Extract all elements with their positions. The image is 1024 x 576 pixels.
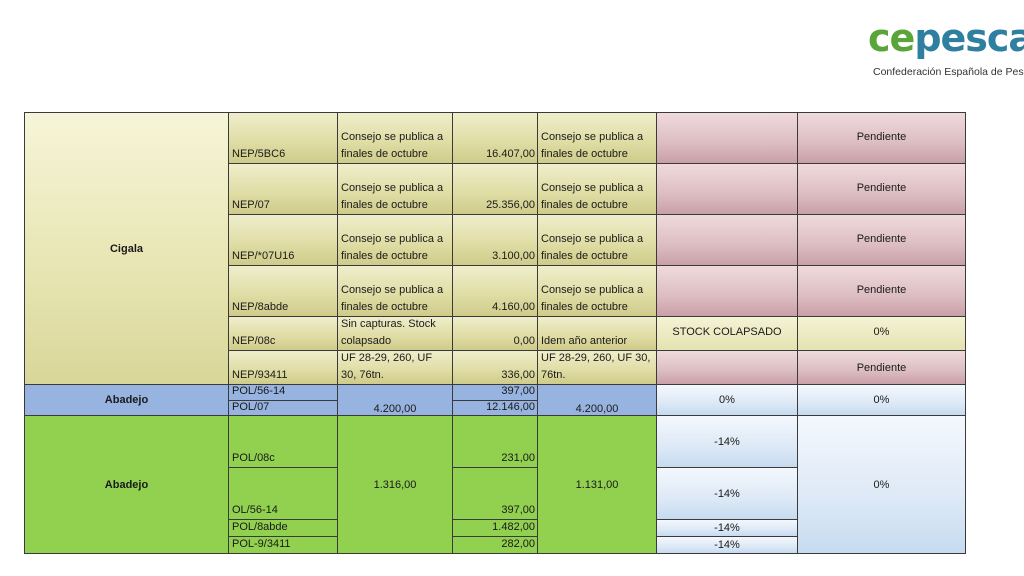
code-cell: NEP/07 [228, 163, 338, 215]
quota-cell: 397,00 [452, 384, 538, 401]
advice2-cell: Consejo se publica a finales de octubre [537, 112, 657, 164]
code-cell: OL/56-14 [228, 467, 338, 520]
advice-cell: Consejo se publica a finales de octubre [337, 163, 453, 215]
code-cell: POL/8abde [228, 519, 338, 537]
status-cell [656, 112, 798, 164]
quota-cell: 16.407,00 [452, 112, 538, 164]
change-cell: Pendiente [797, 112, 966, 164]
advice2-cell: 4.200,00 [537, 384, 657, 416]
logo-subtitle: Confederación Española de Pesca [873, 66, 1024, 78]
advice2-cell: Consejo se publica a finales de octubre [537, 214, 657, 266]
quota-cell: 1.482,00 [452, 519, 538, 537]
advice2-cell: Idem año anterior [537, 316, 657, 351]
change-cell: Pendiente [797, 214, 966, 266]
quota-cell: 25.356,00 [452, 163, 538, 215]
advice-cell: Consejo se publica a finales de octubre [337, 214, 453, 266]
code-cell: POL/07 [228, 400, 338, 416]
status-cell [656, 163, 798, 215]
advice-cell: 4.200,00 [337, 384, 453, 416]
quota-cell: 231,00 [452, 415, 538, 468]
change-cell: 0% [797, 316, 966, 351]
quota-cell: 282,00 [452, 536, 538, 554]
change-cell: Pendiente [797, 350, 966, 385]
quota-cell: 336,00 [452, 350, 538, 385]
species-label: Cigala [109, 242, 143, 255]
change-cell: Pendiente [797, 163, 966, 215]
code-cell: NEP/*07U16 [228, 214, 338, 266]
status-cell: -14% [656, 536, 798, 554]
species-cell-cigala: Cigala [24, 112, 229, 385]
advice2-cell: 1.131,00 [537, 415, 657, 554]
advice-cell: UF 28-29, 260, UF 30, 76tn. [337, 350, 453, 385]
code-cell: POL/56-14 [228, 384, 338, 401]
code-cell: POL-9/3411 [228, 536, 338, 554]
advice2-cell: UF 28-29, 260, UF 30, 76tn. [537, 350, 657, 385]
code-cell: POL/08c [228, 415, 338, 468]
change-cell: 0% [797, 384, 966, 416]
advice-cell: Sin capturas. Stock colapsado [337, 316, 453, 351]
status-cell: -14% [656, 519, 798, 537]
advice-cell: Consejo se publica a finales de octubre [337, 265, 453, 317]
quota-cell: 4.160,00 [452, 265, 538, 317]
code-cell: NEP/93411 [228, 350, 338, 385]
advice-cell: 1.316,00 [337, 415, 453, 554]
logo-wordmark: cepesca [868, 16, 1024, 60]
species-cell-abadejo: Abadejo [24, 415, 229, 554]
quota-cell: 3.100,00 [452, 214, 538, 266]
code-cell: NEP/5BC6 [228, 112, 338, 164]
change-cell: Pendiente [797, 265, 966, 317]
code-cell: NEP/8abde [228, 265, 338, 317]
species-cell-abadejo: Abadejo [24, 384, 229, 416]
status-cell: -14% [656, 467, 798, 520]
status-cell-stock-collapsed: STOCK COLAPSADO [656, 316, 798, 351]
status-cell [656, 214, 798, 266]
quota-cell: 397,00 [452, 467, 538, 520]
advice2-cell: Consejo se publica a finales de octubre [537, 163, 657, 215]
code-cell: NEP/08c [228, 316, 338, 351]
status-cell [656, 265, 798, 317]
quota-cell: 12.146,00 [452, 400, 538, 416]
advice2-cell: Consejo se publica a finales de octubre [537, 265, 657, 317]
cepesca-logo: cepesca Confederación Española de Pesca [868, 16, 1024, 82]
status-cell [656, 350, 798, 385]
status-cell: -14% [656, 415, 798, 468]
change-cell: 0% [797, 415, 966, 554]
advice-cell: Consejo se publica a finales de octubre [337, 112, 453, 164]
status-cell: 0% [656, 384, 798, 416]
quota-cell: 0,00 [452, 316, 538, 351]
